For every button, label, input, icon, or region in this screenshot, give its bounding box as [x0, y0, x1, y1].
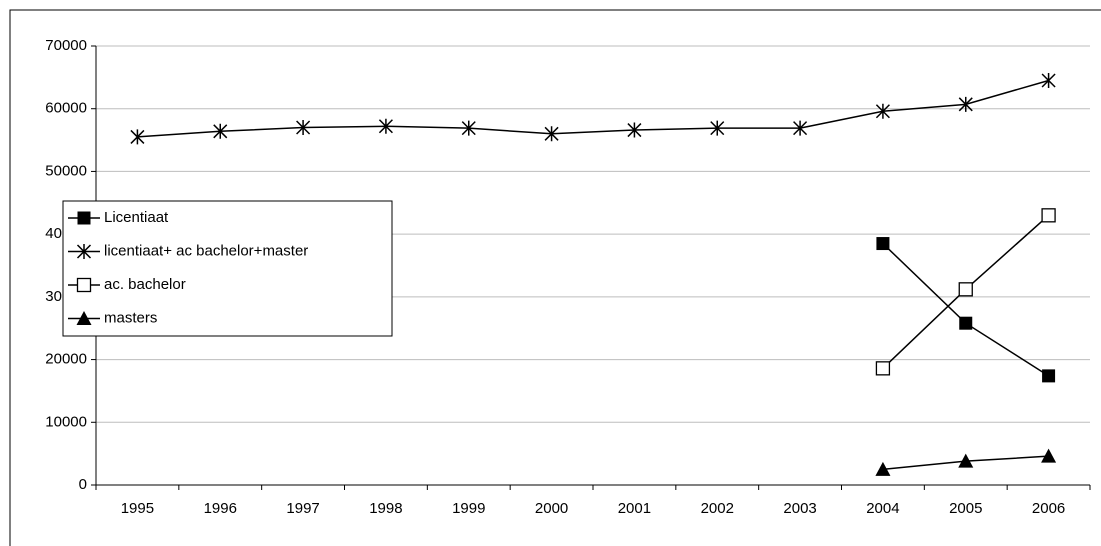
x-tick-label: 1996 — [204, 500, 237, 517]
marker — [793, 120, 808, 136]
marker — [296, 120, 311, 136]
x-tick-label: 1995 — [121, 500, 154, 517]
marker — [1042, 369, 1056, 383]
marker — [378, 118, 393, 134]
legend-marker — [76, 311, 92, 325]
y-tick-label: 10000 — [45, 413, 87, 430]
legend-label: masters — [104, 309, 157, 326]
marker — [627, 122, 642, 138]
y-tick-label: 50000 — [45, 162, 87, 179]
y-tick-label: 0 — [79, 476, 87, 493]
marker — [959, 316, 973, 330]
x-tick-label: 2001 — [618, 500, 651, 517]
y-tick-label: 60000 — [45, 100, 87, 117]
marker — [1041, 208, 1056, 223]
x-tick-label: 1999 — [452, 500, 485, 517]
x-tick-label: 2002 — [701, 500, 734, 517]
legend-marker — [76, 244, 92, 259]
marker — [876, 237, 890, 251]
marker — [461, 120, 476, 136]
marker — [1041, 448, 1057, 463]
marker — [958, 96, 973, 112]
marker — [875, 361, 891, 376]
marker — [1041, 72, 1056, 88]
x-tick-label: 2006 — [1032, 500, 1065, 517]
legend-marker — [76, 277, 92, 293]
legend-label: licentiaat+ ac bachelor+master — [104, 242, 308, 259]
y-tick-label: 70000 — [45, 37, 87, 54]
x-tick-label: 1997 — [286, 500, 319, 517]
legend: Licentiaat licentiaat+ ac bachelor+master… — [62, 200, 393, 337]
marker — [875, 461, 891, 476]
series-line — [137, 79, 1049, 138]
y-tick-label: 20000 — [45, 351, 87, 368]
marker — [958, 453, 974, 468]
marker — [544, 126, 559, 142]
marker — [130, 129, 145, 145]
marker — [710, 120, 725, 136]
marker — [875, 103, 890, 119]
x-tick-label: 2005 — [949, 500, 982, 517]
x-tick-label: 2004 — [866, 500, 899, 517]
x-tick-label: 2000 — [535, 500, 568, 517]
x-tick-label: 1998 — [369, 500, 402, 517]
legend-label: Licentiaat — [104, 209, 169, 226]
legend-label: ac. bachelor — [104, 276, 186, 293]
legend-marker — [77, 211, 91, 225]
legend-box — [62, 200, 393, 337]
marker — [958, 282, 973, 297]
x-tick-label: 2003 — [783, 500, 816, 517]
marker — [213, 123, 228, 139]
